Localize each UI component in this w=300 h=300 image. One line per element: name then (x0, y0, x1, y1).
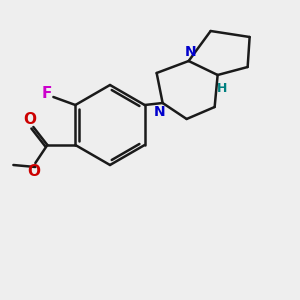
Text: O: O (27, 164, 40, 179)
Text: N: N (154, 105, 166, 119)
Text: H: H (217, 82, 227, 95)
Text: F: F (41, 86, 52, 101)
Text: O: O (23, 112, 36, 127)
Text: N: N (185, 45, 197, 59)
